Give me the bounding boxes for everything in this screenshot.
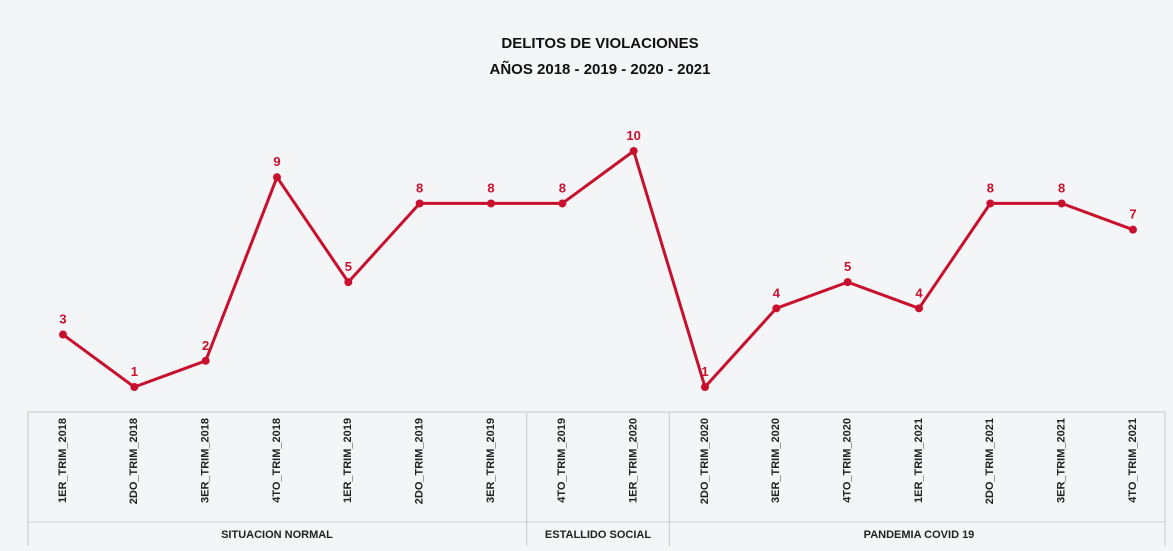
category-tick-labels: 1ER_TRIM_2018 2DO_TRIM_2018 3ER_TRIM_2018 4… bbox=[57, 418, 1139, 504]
category-tick-label: 2DO_TRIM_2020 bbox=[699, 418, 711, 504]
data-label: 5 bbox=[345, 259, 352, 274]
category-tick-label: 4TO_TRIM_2020 bbox=[842, 418, 854, 503]
category-tick-label: 1ER_TRIM_2020 bbox=[628, 418, 640, 503]
group-label: SITUACION NORMAL bbox=[221, 529, 333, 541]
category-tick-label: 3ER_TRIM_2021 bbox=[1056, 418, 1068, 503]
category-tick-label: 3ER_TRIM_2020 bbox=[770, 418, 782, 503]
category-tick-label: 1ER_TRIM_2018 bbox=[57, 418, 69, 503]
data-point bbox=[59, 330, 67, 339]
data-point bbox=[843, 278, 852, 287]
data-label: 4 bbox=[773, 285, 781, 300]
category-tick-label: 4TO_TRIM_2021 bbox=[1127, 418, 1139, 503]
category-tick-label: 3ER_TRIM_2018 bbox=[200, 418, 212, 503]
data-label: 1 bbox=[131, 364, 138, 379]
data-point bbox=[415, 199, 424, 208]
category-tick-label: 2DO_TRIM_2021 bbox=[984, 418, 996, 504]
data-label: 3 bbox=[59, 312, 66, 327]
data-point bbox=[986, 199, 995, 208]
data-label: 8 bbox=[987, 180, 994, 195]
category-tick-label: 4TO_TRIM_2018 bbox=[271, 418, 283, 503]
category-tick-label: 1ER_TRIM_2019 bbox=[342, 418, 354, 503]
data-point bbox=[701, 383, 709, 391]
data-point bbox=[1057, 199, 1066, 208]
chart-title: DELITOS DE VIOLACIONES bbox=[501, 35, 698, 52]
data-point bbox=[487, 199, 495, 208]
category-tick-label: 3ER_TRIM_2019 bbox=[485, 418, 497, 503]
data-label: 8 bbox=[416, 180, 423, 195]
data-point bbox=[629, 147, 638, 155]
data-label: 1 bbox=[701, 364, 708, 379]
series-line bbox=[62, 149, 1134, 389]
data-label: 5 bbox=[844, 259, 851, 274]
series-layer: 3 1 2 9 5 8 8 8 10 1 4 5 4 8 8 7 bbox=[59, 128, 1137, 391]
group-label: PANDEMIA COVID 19 bbox=[864, 529, 975, 541]
data-label: 9 bbox=[273, 154, 280, 169]
data-label: 10 bbox=[626, 128, 640, 143]
group-label: ESTALLIDO SOCIAL bbox=[545, 529, 651, 541]
category-tick-label: 2DO_TRIM_2019 bbox=[414, 418, 426, 504]
category-axis-box bbox=[27, 411, 1166, 546]
data-point bbox=[273, 173, 281, 182]
data-point bbox=[915, 304, 923, 313]
chart-subtitle: AÑOS 2018 - 2019 - 2020 - 2021 bbox=[490, 60, 711, 78]
data-label: 7 bbox=[1129, 207, 1136, 222]
category-tick-label: 2DO_TRIM_2018 bbox=[128, 418, 140, 504]
data-point bbox=[201, 356, 210, 365]
data-label: 8 bbox=[1058, 180, 1065, 195]
data-label: 2 bbox=[202, 338, 209, 353]
data-point bbox=[344, 278, 353, 287]
data-point bbox=[772, 304, 781, 313]
category-tick-label: 1ER_TRIM_2021 bbox=[913, 418, 925, 503]
category-tick-label: 4TO_TRIM_2019 bbox=[556, 418, 568, 503]
data-label: 8 bbox=[559, 180, 566, 195]
category-group-labels: SITUACION NORMAL ESTALLIDO SOCIAL PANDEMIA… bbox=[221, 529, 974, 541]
data-label: 8 bbox=[487, 180, 494, 195]
data-label: 4 bbox=[915, 285, 923, 300]
data-point bbox=[130, 383, 139, 391]
data-point bbox=[558, 199, 567, 208]
data-point bbox=[1129, 225, 1137, 234]
